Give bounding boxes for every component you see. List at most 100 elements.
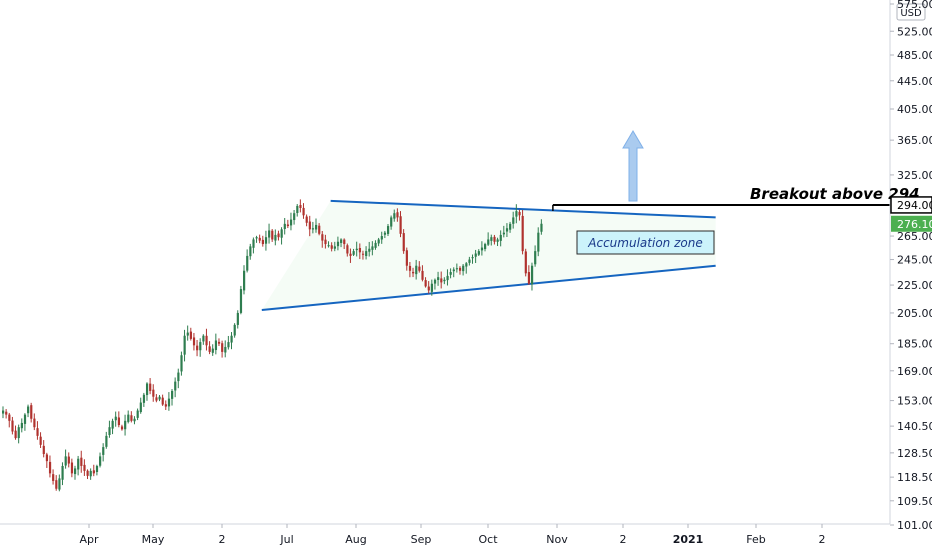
candle-body	[502, 232, 505, 235]
candle-body	[11, 420, 14, 432]
breakout-price-tag-bg	[890, 196, 932, 214]
candle	[23, 413, 27, 431]
candle-body	[8, 414, 11, 421]
candle-body	[167, 398, 171, 407]
x-tick-label: 2	[620, 533, 627, 546]
candle	[293, 210, 296, 225]
candle-body	[211, 348, 214, 353]
candle	[418, 261, 421, 273]
candle	[374, 240, 377, 250]
candle	[142, 392, 146, 407]
candle-body	[174, 381, 177, 391]
candle	[524, 248, 527, 277]
x-tick-label: Nov	[546, 533, 568, 546]
candle	[386, 223, 390, 237]
candle	[258, 234, 261, 244]
candle	[446, 269, 449, 286]
candle	[358, 243, 362, 260]
candle-body	[161, 397, 164, 405]
candle	[108, 420, 111, 438]
candle-body	[518, 211, 521, 216]
candle	[440, 271, 443, 289]
candle	[493, 234, 496, 245]
candle-body	[52, 474, 55, 481]
currency-badge[interactable]	[896, 3, 926, 21]
candle-body	[114, 416, 117, 421]
candle	[318, 223, 321, 236]
arrow-shape	[622, 130, 644, 202]
candle-body	[92, 470, 95, 474]
candle-body	[424, 280, 427, 287]
candle	[315, 218, 318, 233]
candle-body	[124, 420, 127, 430]
y-tick-label: 185.00	[897, 338, 932, 351]
candle	[518, 209, 521, 221]
candle-body	[521, 215, 524, 252]
candle	[202, 334, 205, 345]
candle-body	[73, 468, 77, 475]
candle	[42, 440, 45, 458]
candle-body	[39, 436, 42, 445]
y-axis[interactable]: USD 575.00 525.00 485.00 445.00 405.00 365.00…	[889, 0, 932, 532]
candle	[17, 424, 20, 444]
candle-body	[45, 454, 49, 462]
candle-body	[371, 246, 374, 250]
x-axis[interactable]: Apr May 2 Jul Aug Sep Oct Nov 2 2021 Feb 2	[0, 523, 890, 546]
candle	[64, 449, 67, 469]
triangle-zone-fill	[261, 200, 716, 311]
candle	[2, 406, 5, 419]
candle-body	[333, 246, 336, 249]
candle-body	[164, 404, 167, 407]
y-tick-label: 575.00	[897, 0, 932, 11]
candle-body	[480, 247, 484, 251]
candle-body	[499, 234, 502, 241]
candle	[208, 341, 211, 355]
last-price-tag: 276.10	[891, 215, 932, 232]
x-tick-label: Sep	[411, 533, 432, 546]
candle-body	[64, 456, 67, 466]
candle	[490, 234, 493, 246]
candle	[52, 469, 55, 485]
candle	[95, 464, 99, 476]
candle	[127, 410, 130, 424]
candle	[277, 230, 280, 241]
candle	[77, 455, 80, 476]
candle-body	[145, 383, 149, 396]
candle-body	[455, 268, 459, 270]
x-tick-label: May	[142, 533, 165, 546]
candle	[424, 277, 427, 288]
candle	[458, 266, 462, 275]
candle	[183, 329, 186, 362]
candle-body	[343, 239, 346, 245]
candle-body	[393, 213, 396, 219]
candle	[86, 469, 89, 480]
candle	[430, 279, 434, 296]
candle	[437, 271, 440, 286]
candle-body	[33, 418, 36, 428]
up-arrow-icon	[622, 130, 644, 202]
candle	[305, 214, 308, 227]
candle-body	[23, 414, 27, 424]
trendline-upper	[330, 199, 716, 219]
y-tick-label: 101.00	[897, 519, 932, 532]
y-tick-label: 485.00	[897, 49, 932, 62]
candle	[471, 254, 474, 264]
candle	[145, 382, 149, 401]
candle	[70, 458, 74, 478]
candle-body	[111, 420, 114, 429]
candle-body	[14, 430, 17, 439]
candle	[164, 400, 167, 410]
candle-body	[355, 248, 358, 251]
breakout-annotation: Breakout above 294	[750, 185, 920, 203]
candle	[61, 462, 64, 486]
candle-body	[289, 219, 293, 226]
candle	[130, 411, 133, 423]
candle	[380, 231, 383, 244]
candle	[80, 450, 83, 473]
y-tick-label: 525.00	[897, 25, 932, 38]
candle	[167, 392, 171, 411]
breakout-price-tag: 294.00	[890, 196, 932, 214]
candle	[390, 215, 393, 230]
candle-body	[264, 237, 268, 244]
